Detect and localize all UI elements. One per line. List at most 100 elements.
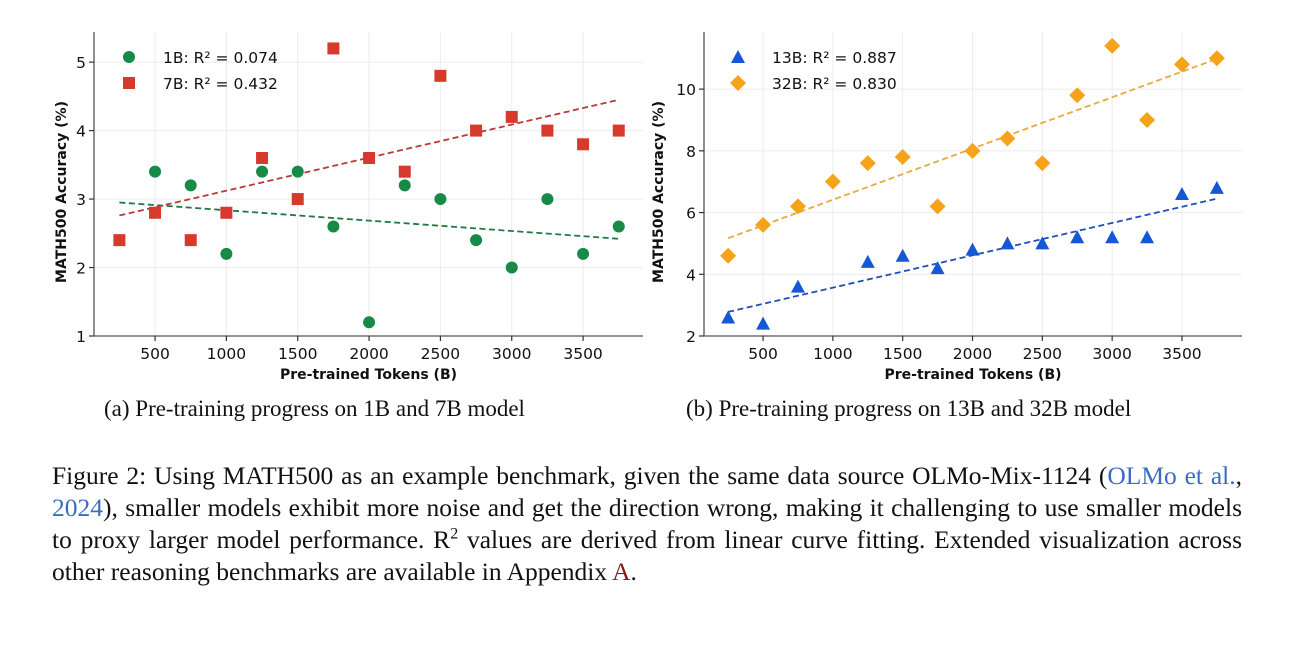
data-point-13b <box>1140 230 1155 244</box>
legend-marker-1b <box>123 51 135 63</box>
data-point-13b <box>790 279 805 293</box>
x-tick-label: 1500 <box>883 345 922 363</box>
data-point-7b <box>470 124 483 137</box>
data-point-7b <box>149 206 162 219</box>
data-point-13b <box>1209 180 1224 194</box>
legend-marker-32b <box>730 75 746 91</box>
legend-marker-7b <box>123 77 135 89</box>
x-tick-label: 3000 <box>492 345 531 363</box>
data-point-32b <box>720 247 737 264</box>
x-tick-label: 500 <box>140 345 170 363</box>
legend-label-32b: 32B: R² = 0.830 <box>772 75 897 93</box>
y-tick-label: 1 <box>76 328 86 346</box>
data-point-1b <box>291 165 304 178</box>
y-tick-label: 6 <box>686 205 696 223</box>
data-point-1b <box>256 165 269 178</box>
data-point-32b <box>1173 56 1190 73</box>
citation-year-link[interactable]: 2024 <box>52 493 103 522</box>
data-point-13b <box>1105 230 1120 244</box>
data-point-13b <box>721 310 736 324</box>
subcaption-b: (b) Pre-training progress on 13B and 32B… <box>686 396 1132 421</box>
data-point-13b <box>860 254 875 268</box>
data-point-7b <box>184 234 197 247</box>
caption-text-1: Figure 2: Using MATH500 as an example be… <box>52 461 1108 490</box>
caption-text-4: . <box>630 557 637 586</box>
data-point-7b <box>363 151 376 164</box>
legend-label-7b: 7B: R² = 0.432 <box>163 75 278 93</box>
data-point-1b <box>184 179 197 192</box>
x-tick-label: 3500 <box>1162 345 1201 363</box>
data-point-32b <box>1208 50 1225 67</box>
r-squared-superscript: 2 <box>450 525 459 543</box>
data-point-1b <box>398 179 411 192</box>
y-tick-label: 4 <box>686 266 696 284</box>
data-point-32b <box>929 198 946 215</box>
data-point-7b <box>113 234 126 247</box>
citation-separator: , <box>1235 461 1242 490</box>
data-point-32b <box>755 216 772 233</box>
legend-label-13b: 13B: R² = 0.887 <box>772 49 897 67</box>
data-point-32b <box>824 173 841 190</box>
x-tick-label: 2000 <box>953 345 992 363</box>
data-point-13b <box>1174 187 1189 201</box>
data-point-1b <box>612 220 625 233</box>
x-tick-label: 1000 <box>813 345 852 363</box>
chart-b-13b-32b: 500 1000 1500 2000 2500 3000 3500 2 4 6 8 10 Pre-tra… <box>651 32 1242 383</box>
y-tick-label: 3 <box>76 191 86 209</box>
data-point-32b <box>1034 155 1051 172</box>
appendix-link[interactable]: A <box>612 557 631 586</box>
data-point-1b <box>577 247 590 260</box>
data-point-7b <box>577 138 590 151</box>
data-point-13b <box>1035 236 1050 250</box>
data-point-7b <box>291 193 304 206</box>
data-point-13b <box>1000 236 1015 250</box>
data-point-32b <box>999 130 1016 147</box>
y-tick-label: 5 <box>76 54 86 72</box>
x-axis-label: Pre-trained Tokens (B) <box>280 367 457 383</box>
data-point-32b <box>789 198 806 215</box>
data-point-13b <box>1070 230 1085 244</box>
y-tick-label: 8 <box>686 143 696 161</box>
x-tick-label: 3000 <box>1092 345 1131 363</box>
x-tick-label: 1500 <box>278 345 317 363</box>
data-point-32b <box>1069 87 1086 104</box>
data-point-32b <box>964 142 981 159</box>
data-point-13b <box>965 242 980 256</box>
data-point-32b <box>1104 37 1121 54</box>
x-tick-label: 1000 <box>207 345 246 363</box>
chart-a-1b-7b: 500 1000 1500 2000 2500 3000 3500 1 2 3 4 5 Pre-trai… <box>54 32 643 383</box>
legend-marker-13b <box>731 50 745 63</box>
subcaption-a: (a) Pre-training progress on 1B and 7B m… <box>104 396 525 421</box>
x-axis-label: Pre-trained Tokens (B) <box>884 367 1061 383</box>
data-point-13b <box>756 316 771 330</box>
data-point-32b <box>1139 111 1156 128</box>
x-tick-label: 2500 <box>421 345 460 363</box>
figure: 500 1000 1500 2000 2500 3000 3500 1 2 3 4 5 Pre-trai… <box>54 32 1242 383</box>
citation-author-link[interactable]: OLMo et al. <box>1107 461 1236 490</box>
data-point-1b <box>327 220 340 233</box>
legend-label-1b: 1B: R² = 0.074 <box>163 49 278 67</box>
data-point-7b <box>434 69 447 82</box>
x-tick-label: 2500 <box>1023 345 1062 363</box>
fit-line-1b <box>119 201 619 240</box>
data-point-1b <box>149 165 162 178</box>
data-point-1b <box>541 193 554 206</box>
data-point-1b <box>363 316 376 329</box>
data-point-1b <box>470 234 483 247</box>
data-point-32b <box>894 148 911 165</box>
caption-text-2: ), smaller models exhibit more noise and… <box>52 493 1242 554</box>
data-point-7b <box>256 151 269 164</box>
y-tick-label: 2 <box>686 328 696 346</box>
y-axis-label: MATH500 Accuracy (%) <box>651 101 667 283</box>
data-point-7b <box>612 124 625 137</box>
data-point-7b <box>398 165 411 178</box>
figure-caption: Figure 2: Using MATH500 as an example be… <box>52 460 1242 588</box>
data-point-7b <box>220 206 233 219</box>
x-tick-label: 500 <box>748 345 778 363</box>
data-point-7b <box>327 42 340 55</box>
data-point-7b <box>505 110 518 123</box>
data-point-1b <box>505 261 518 274</box>
data-point-7b <box>541 124 554 137</box>
data-point-1b <box>220 247 233 260</box>
y-axis-label: MATH500 Accuracy (%) <box>54 101 70 283</box>
